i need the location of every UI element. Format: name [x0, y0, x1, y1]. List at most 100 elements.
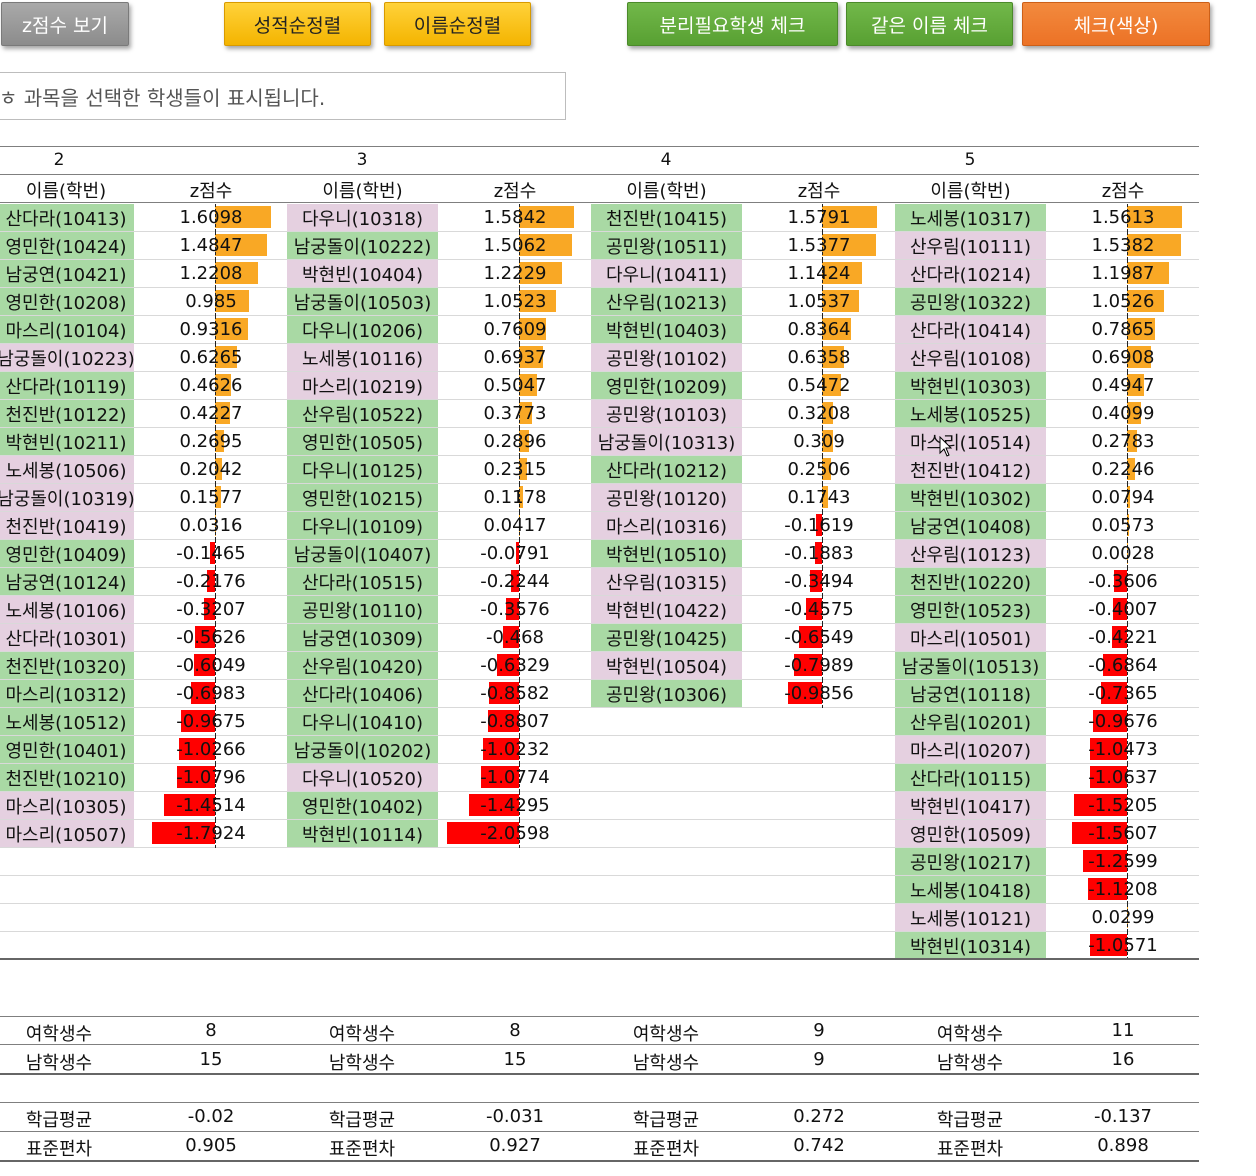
z-score-cell[interactable]: -0.9675 — [136, 708, 286, 736]
student-name-cell[interactable]: 다우니(10109) — [287, 512, 438, 539]
z-score-cell[interactable]: 1.5377 — [744, 232, 894, 260]
student-name-cell[interactable]: 산다라(10214) — [895, 260, 1046, 287]
z-score-cell[interactable]: -0.1883 — [744, 540, 894, 568]
student-name-cell[interactable]: 남궁돌이(10319) — [0, 484, 134, 511]
z-score-cell[interactable]: -1.0266 — [136, 736, 286, 764]
student-name-cell[interactable]: 남궁연(10124) — [0, 568, 134, 595]
student-name-cell[interactable]: 노세봉(10121) — [895, 904, 1046, 931]
student-name-cell[interactable]: 영민한(10424) — [0, 232, 134, 259]
student-name-cell[interactable]: 영민한(10215) — [287, 484, 438, 511]
z-score-cell[interactable]: -2.0598 — [440, 820, 590, 848]
z-score-cell[interactable]: -0.3494 — [744, 568, 894, 596]
student-name-cell[interactable]: 노세봉(10525) — [895, 400, 1046, 427]
z-score-cell[interactable]: 0.1743 — [744, 484, 894, 512]
student-name-cell[interactable]: 노세봉(10512) — [0, 708, 134, 735]
check-color-button[interactable]: 체크(색상) — [1022, 2, 1210, 46]
z-score-cell[interactable]: 0.0299 — [1048, 904, 1198, 932]
student-name-cell[interactable]: 노세봉(10418) — [895, 876, 1046, 903]
student-name-cell[interactable]: 천진반(10419) — [0, 512, 134, 539]
student-name-cell[interactable]: 박현빈(10303) — [895, 372, 1046, 399]
z-score-cell[interactable]: 1.5791 — [744, 204, 894, 232]
z-score-cell[interactable]: 0.7865 — [1048, 316, 1198, 344]
z-score-cell[interactable]: 0.2042 — [136, 456, 286, 484]
z-score-cell[interactable]: 0.5047 — [440, 372, 590, 400]
student-name-cell[interactable]: 노세봉(10116) — [287, 344, 438, 371]
student-name-cell[interactable]: 공민왕(10511) — [591, 232, 742, 259]
z-score-cell[interactable]: 0.985 — [136, 288, 286, 316]
z-score-cell[interactable]: 0.3208 — [744, 400, 894, 428]
check-same-name-button[interactable]: 같은 이름 체크 — [846, 2, 1013, 46]
z-score-cell[interactable]: 0.0028 — [1048, 540, 1198, 568]
student-name-cell[interactable]: 다우니(10410) — [287, 708, 438, 735]
student-name-cell[interactable]: 박현빈(10403) — [591, 316, 742, 343]
student-name-cell[interactable]: 산우림(10201) — [895, 708, 1046, 735]
z-score-cell[interactable]: 1.5842 — [440, 204, 590, 232]
student-name-cell[interactable]: 천진반(10320) — [0, 652, 134, 679]
z-score-cell[interactable]: -0.468 — [440, 624, 590, 652]
student-name-cell[interactable]: 영민한(10523) — [895, 596, 1046, 623]
z-score-cell[interactable]: -1.5607 — [1048, 820, 1198, 848]
z-score-cell[interactable]: 0.2896 — [440, 428, 590, 456]
z-score-cell[interactable]: -1.1208 — [1048, 876, 1198, 904]
z-score-cell[interactable]: 0.1577 — [136, 484, 286, 512]
z-score-cell[interactable]: -0.3207 — [136, 596, 286, 624]
student-name-cell[interactable]: 공민왕(10217) — [895, 848, 1046, 875]
student-name-cell[interactable]: 산다라(10119) — [0, 372, 134, 399]
sort-by-name-button[interactable]: 이름순정렬 — [384, 2, 531, 46]
z-score-cell[interactable]: 0.2315 — [440, 456, 590, 484]
student-name-cell[interactable]: 산우림(10213) — [591, 288, 742, 315]
z-score-cell[interactable]: 0.2695 — [136, 428, 286, 456]
z-score-cell[interactable]: -0.8582 — [440, 680, 590, 708]
z-score-cell[interactable]: -0.1619 — [744, 512, 894, 540]
z-score-cell[interactable]: -0.9676 — [1048, 708, 1198, 736]
student-name-cell[interactable]: 남궁연(10118) — [895, 680, 1046, 707]
student-name-cell[interactable]: 영민한(10208) — [0, 288, 134, 315]
z-score-cell[interactable]: 1.1987 — [1048, 260, 1198, 288]
student-name-cell[interactable]: 마스리(10514) — [895, 428, 1046, 455]
student-name-cell[interactable]: 공민왕(10322) — [895, 288, 1046, 315]
student-name-cell[interactable]: 천진반(10220) — [895, 568, 1046, 595]
student-name-cell[interactable]: 박현빈(10314) — [895, 932, 1046, 959]
student-name-cell[interactable]: 산다라(10212) — [591, 456, 742, 483]
z-score-cell[interactable]: -0.6049 — [136, 652, 286, 680]
z-score-cell[interactable]: -0.3576 — [440, 596, 590, 624]
student-name-cell[interactable]: 남궁돌이(10313) — [591, 428, 742, 455]
z-score-cell[interactable]: -1.2599 — [1048, 848, 1198, 876]
student-name-cell[interactable]: 박현빈(10504) — [591, 652, 742, 679]
z-score-cell[interactable]: 1.2208 — [136, 260, 286, 288]
z-score-cell[interactable]: -0.2244 — [440, 568, 590, 596]
student-name-cell[interactable]: 노세봉(10106) — [0, 596, 134, 623]
student-name-cell[interactable]: 노세봉(10317) — [895, 204, 1046, 231]
z-score-cell[interactable]: -0.4007 — [1048, 596, 1198, 624]
z-score-cell[interactable]: 0.309 — [744, 428, 894, 456]
student-name-cell[interactable]: 산우림(10420) — [287, 652, 438, 679]
z-score-cell[interactable]: 0.6937 — [440, 344, 590, 372]
student-name-cell[interactable]: 산다라(10515) — [287, 568, 438, 595]
z-score-cell[interactable]: 1.5382 — [1048, 232, 1198, 260]
student-name-cell[interactable]: 공민왕(10102) — [591, 344, 742, 371]
z-score-cell[interactable]: -1.0571 — [1048, 932, 1198, 960]
student-name-cell[interactable]: 영민한(10209) — [591, 372, 742, 399]
z-score-cell[interactable]: -0.8807 — [440, 708, 590, 736]
student-name-cell[interactable]: 영민한(10509) — [895, 820, 1046, 847]
student-name-cell[interactable]: 다우니(10125) — [287, 456, 438, 483]
z-score-cell[interactable]: -0.9856 — [744, 680, 894, 708]
z-score-cell[interactable]: 0.6265 — [136, 344, 286, 372]
student-name-cell[interactable]: 박현빈(10302) — [895, 484, 1046, 511]
z-score-cell[interactable]: 1.0523 — [440, 288, 590, 316]
z-score-cell[interactable]: -1.0774 — [440, 764, 590, 792]
student-name-cell[interactable]: 남궁연(10408) — [895, 512, 1046, 539]
student-name-cell[interactable]: 마스리(10312) — [0, 680, 134, 707]
z-score-cell[interactable]: 1.4847 — [136, 232, 286, 260]
z-score-cell[interactable]: -0.0791 — [440, 540, 590, 568]
student-name-cell[interactable]: 마스리(10219) — [287, 372, 438, 399]
z-score-cell[interactable]: 1.5062 — [440, 232, 590, 260]
student-name-cell[interactable]: 남궁돌이(10503) — [287, 288, 438, 315]
z-score-cell[interactable]: 0.7609 — [440, 316, 590, 344]
z-score-cell[interactable]: 1.5613 — [1048, 204, 1198, 232]
student-name-cell[interactable]: 박현빈(10404) — [287, 260, 438, 287]
z-score-cell[interactable]: -1.4295 — [440, 792, 590, 820]
z-score-cell[interactable]: -1.0473 — [1048, 736, 1198, 764]
student-name-cell[interactable]: 공민왕(10306) — [591, 680, 742, 707]
student-name-cell[interactable]: 남궁돌이(10222) — [287, 232, 438, 259]
